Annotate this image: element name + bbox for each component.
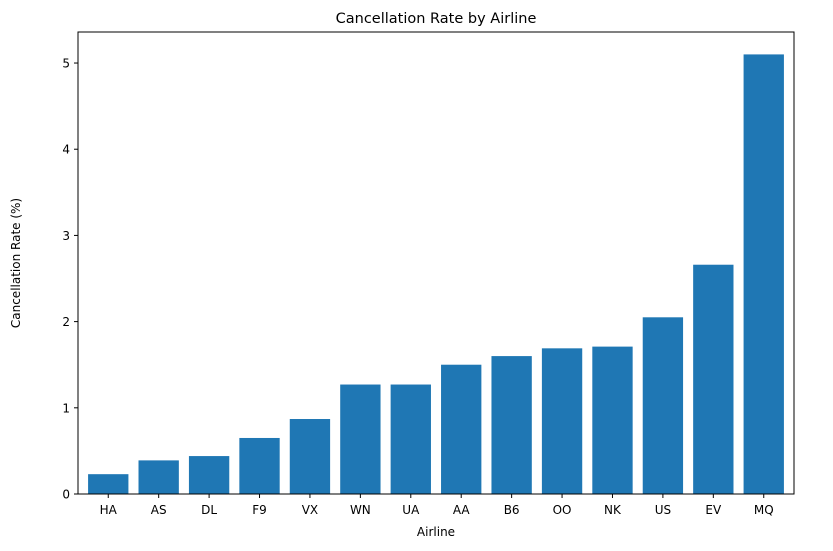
y-tick-label: 0: [62, 488, 70, 502]
bar-wn: [340, 384, 381, 494]
bar-us: [642, 317, 684, 494]
y-axis-label: Cancellation Rate (%): [9, 198, 23, 328]
x-tick-label: F9: [252, 503, 267, 517]
x-tick-label: WN: [350, 503, 371, 517]
bar-vx: [289, 419, 331, 494]
x-tick-label: NK: [604, 503, 622, 517]
x-tick-label: UA: [402, 503, 420, 517]
x-tick-label: EV: [705, 503, 722, 517]
bar-ev: [693, 264, 734, 494]
x-tick-label: US: [655, 503, 671, 517]
bar-mq: [743, 54, 784, 494]
y-tick-label: 1: [62, 401, 70, 415]
bar-ua: [390, 384, 431, 494]
y-tick-label: 3: [62, 229, 70, 243]
y-tick-label: 2: [62, 315, 70, 329]
x-tick-label: OO: [553, 503, 572, 517]
x-tick-label: DL: [201, 503, 217, 517]
x-tick-label: VX: [302, 503, 318, 517]
x-tick-label: AS: [151, 503, 167, 517]
y-tick-label: 4: [62, 143, 70, 157]
x-axis-label: Airline: [417, 525, 455, 539]
bar-aa: [441, 364, 482, 494]
bar-nk: [592, 346, 633, 494]
x-tick-label: MQ: [754, 503, 774, 517]
bars-layer: [88, 54, 784, 494]
plot-frame: [77, 31, 795, 495]
y-tick-label: 5: [62, 57, 70, 71]
bar-oo: [541, 348, 583, 494]
bar-b6: [491, 356, 532, 494]
bar-as: [138, 460, 179, 494]
x-tick-label: HA: [100, 503, 118, 517]
bar-ha: [88, 474, 129, 494]
x-tick-label: B6: [504, 503, 520, 517]
bar-f9: [239, 437, 280, 494]
chart-title: Cancellation Rate by Airline: [336, 11, 537, 27]
bar-dl: [188, 456, 230, 494]
x-axis: HA AS DL F9 VX WN UA AA B6 OO NK US EV MQ: [100, 494, 774, 517]
y-axis: 0 1 2 3 4 5: [62, 57, 78, 502]
x-tick-label: AA: [453, 503, 471, 517]
